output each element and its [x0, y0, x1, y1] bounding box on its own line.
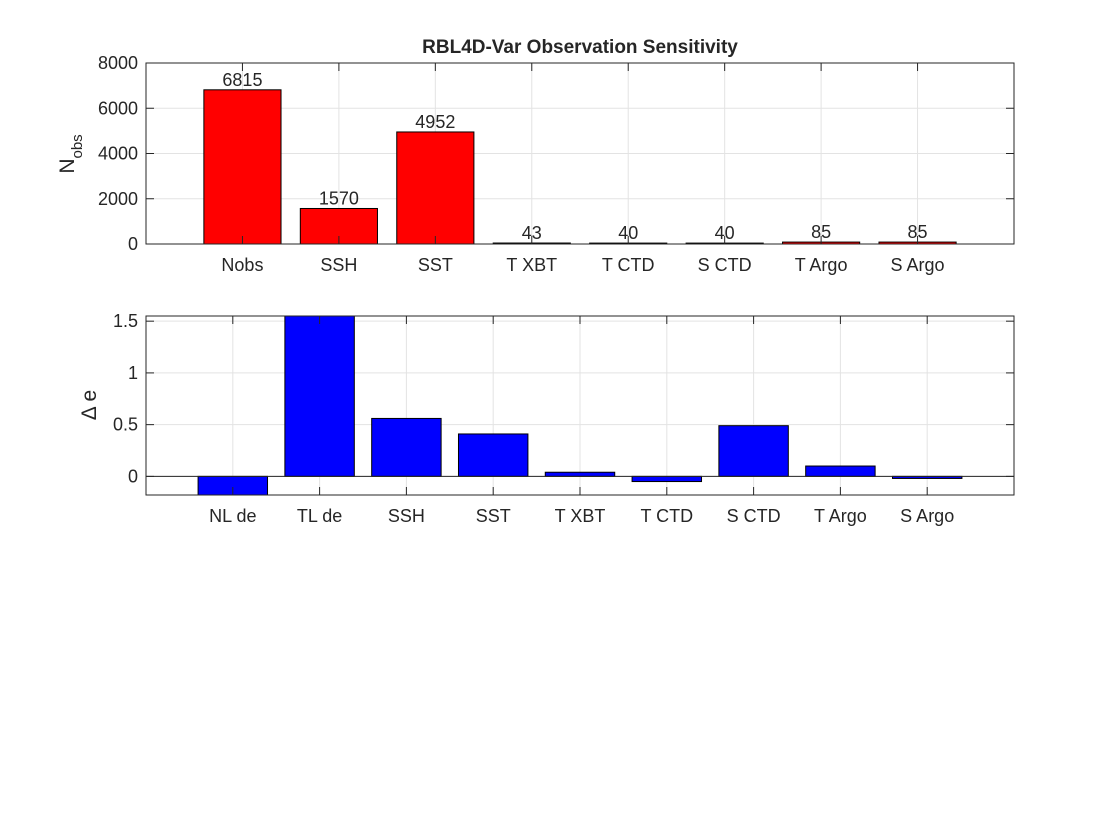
- y-tick-label: 8000: [98, 53, 138, 73]
- data-label: 43: [522, 223, 542, 243]
- y-axis-label-main: Δ e: [78, 390, 101, 420]
- x-tick-label: NL de: [209, 506, 256, 526]
- x-tick-label: SST: [476, 506, 511, 526]
- bar-ssh: [371, 417, 442, 477]
- data-label: 4952: [415, 112, 455, 132]
- y-tick-label: 6000: [98, 98, 138, 118]
- x-tick-label: S Argo: [900, 506, 954, 526]
- bar-tl-de: [284, 316, 355, 477]
- x-tick-label: T XBT: [555, 506, 606, 526]
- y-axis-label: Nobs: [56, 134, 86, 173]
- data-label: 85: [811, 222, 831, 242]
- x-tick-label: T CTD: [602, 255, 655, 275]
- bar-s-ctd: [718, 425, 789, 477]
- x-tick-label: T Argo: [795, 255, 848, 275]
- x-tick-label: T CTD: [640, 506, 693, 526]
- x-tick-label: S Argo: [891, 255, 945, 275]
- y-axis-label: Δ e: [78, 390, 101, 420]
- x-tick-label: TL de: [297, 506, 342, 526]
- data-label: 85: [908, 222, 928, 242]
- y-axis-label-main: N: [56, 159, 79, 174]
- data-label: 40: [715, 223, 735, 243]
- y-axis-label-subscript: obs: [69, 134, 86, 158]
- bar-t-ctd: [631, 475, 703, 483]
- y-tick-label: 0: [128, 234, 138, 254]
- bar-nobs: [203, 89, 282, 244]
- y-tick-label: 2000: [98, 189, 138, 209]
- x-tick-label: SST: [418, 255, 453, 275]
- bar-t-argo: [805, 465, 876, 477]
- y-tick-label: 1.5: [113, 311, 138, 331]
- x-tick-label: T Argo: [814, 506, 867, 526]
- data-label: 6815: [222, 70, 262, 90]
- bar-sst: [457, 433, 529, 477]
- bar-t-xbt: [544, 471, 616, 477]
- top-bar-chart: 0 2000 4000 6000 8000 Nobs SSH SST T XBT T CTD S C…: [56, 53, 1015, 275]
- data-label: 1570: [319, 188, 359, 208]
- bar-sst: [396, 131, 475, 244]
- y-tick-label: 1: [128, 363, 138, 383]
- y-tick-label: 0.5: [113, 415, 138, 435]
- y-tick-label: 0: [128, 466, 138, 486]
- x-tick-label: S CTD: [698, 255, 752, 275]
- x-tick-label: SSH: [388, 506, 425, 526]
- data-label: 40: [618, 223, 638, 243]
- chart-title: RBL4D-Var Observation Sensitivity: [422, 37, 738, 58]
- y-tick-label: 4000: [98, 144, 138, 164]
- bottom-bar-chart: 0 0.5 1 1.5 NL de TL de SSH SST T XBT T CTD S CTD T…: [78, 311, 1015, 526]
- x-tick-label: Nobs: [221, 255, 263, 275]
- x-tick-label: S CTD: [727, 506, 781, 526]
- x-tick-label: T XBT: [506, 255, 557, 275]
- x-tick-label: SSH: [320, 255, 357, 275]
